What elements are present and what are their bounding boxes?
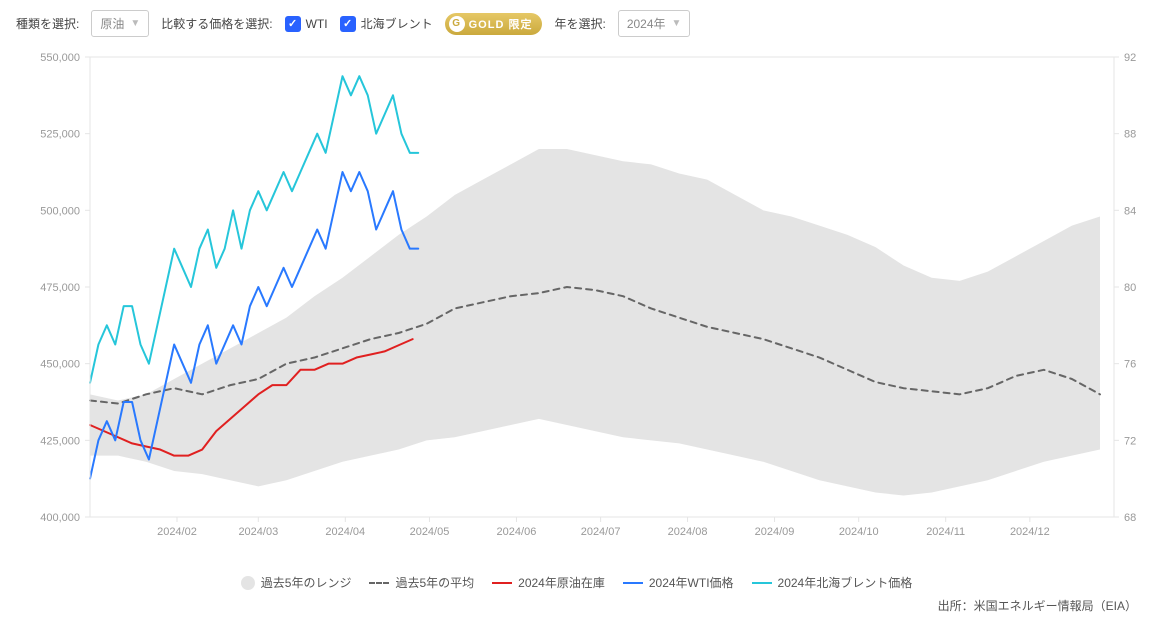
brent-checkbox-label: 北海ブレント xyxy=(361,15,433,32)
legend-item: 2024年原油在庫 xyxy=(492,574,605,591)
svg-text:475,000: 475,000 xyxy=(40,282,80,294)
svg-text:2024/06: 2024/06 xyxy=(497,526,537,538)
controls-bar: 種類を選択: 原油 ▼ 比較する価格を選択: ✓ WTI ✓ 北海ブレント G … xyxy=(16,10,1137,37)
svg-text:2024/04: 2024/04 xyxy=(325,526,365,538)
svg-text:2024/03: 2024/03 xyxy=(238,526,278,538)
type-label: 種類を選択: xyxy=(16,15,79,32)
gold-badge-label: GOLD 限定 xyxy=(469,16,533,32)
chart-area: 400,000 425,000 450,000 475,000 500,000 525,0… xyxy=(16,47,1137,591)
year-select[interactable]: 2024年 ▼ xyxy=(618,10,691,37)
gold-badge: G GOLD 限定 xyxy=(445,13,543,35)
svg-text:84: 84 xyxy=(1124,205,1136,217)
chart-legend: 過去5年のレンジ過去5年の平均 2024年原油在庫 2024年WTI価格 2024年北… xyxy=(16,574,1137,591)
svg-text:450,000: 450,000 xyxy=(40,359,80,371)
svg-text:2024/05: 2024/05 xyxy=(410,526,450,538)
svg-text:550,000: 550,000 xyxy=(40,52,80,64)
check-icon: ✓ xyxy=(340,16,356,32)
chevron-down-icon: ▼ xyxy=(130,18,140,29)
chart-svg: 400,000 425,000 450,000 475,000 500,000 525,0… xyxy=(16,47,1136,567)
svg-text:525,000: 525,000 xyxy=(40,129,80,141)
svg-text:2024/10: 2024/10 xyxy=(839,526,879,538)
svg-text:2024/02: 2024/02 xyxy=(157,526,197,538)
svg-text:2024/09: 2024/09 xyxy=(755,526,795,538)
svg-text:425,000: 425,000 xyxy=(40,435,80,447)
chevron-down-icon: ▼ xyxy=(672,18,682,29)
svg-text:92: 92 xyxy=(1124,52,1136,64)
type-select-value: 原油 xyxy=(100,15,124,32)
svg-text:2024/07: 2024/07 xyxy=(581,526,621,538)
brent-checkbox[interactable]: ✓ 北海ブレント xyxy=(340,15,433,32)
svg-text:2024/11: 2024/11 xyxy=(926,526,965,538)
svg-text:72: 72 xyxy=(1124,435,1136,447)
svg-text:500,000: 500,000 xyxy=(40,205,80,217)
svg-text:400,000: 400,000 xyxy=(40,512,80,524)
legend-item: 過去5年の平均 xyxy=(369,574,474,591)
svg-text:76: 76 xyxy=(1124,359,1136,371)
wti-checkbox-label: WTI xyxy=(306,17,328,31)
wti-checkbox[interactable]: ✓ WTI xyxy=(285,16,328,32)
check-icon: ✓ xyxy=(285,16,301,32)
compare-label: 比較する価格を選択: xyxy=(161,15,272,32)
svg-text:88: 88 xyxy=(1124,129,1136,141)
source-text: 出所：米国エネルギー情報局（EIA） xyxy=(16,597,1137,614)
year-label: 年を選択: xyxy=(554,15,605,32)
svg-text:68: 68 xyxy=(1124,512,1136,524)
gold-circle-icon: G xyxy=(449,16,465,32)
svg-text:2024/08: 2024/08 xyxy=(668,526,708,538)
svg-text:2024/12: 2024/12 xyxy=(1010,526,1050,538)
year-select-value: 2024年 xyxy=(627,15,666,32)
legend-item: 2024年WTI価格 xyxy=(623,574,734,591)
svg-text:80: 80 xyxy=(1124,282,1136,294)
type-select[interactable]: 原油 ▼ xyxy=(91,10,149,37)
legend-item: 2024年北海ブレント価格 xyxy=(752,574,913,591)
legend-item: 過去5年のレンジ xyxy=(241,574,352,591)
